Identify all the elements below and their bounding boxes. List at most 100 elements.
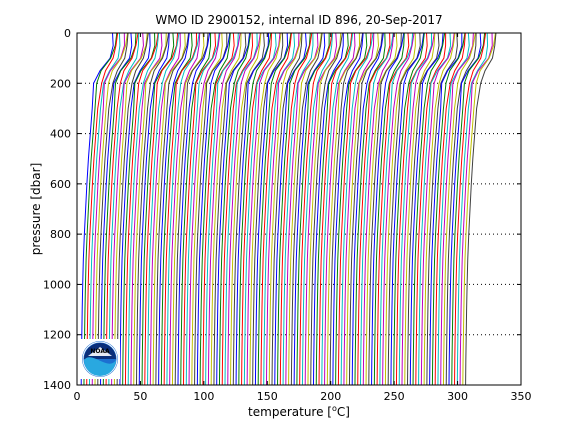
y-tick-label: 1200 [43, 329, 71, 342]
profile-line [122, 33, 156, 385]
profile-line [102, 33, 137, 385]
profile-line [448, 33, 482, 385]
y-tick-label: 400 [50, 128, 71, 141]
profile-line [205, 33, 239, 385]
profile-line [224, 33, 258, 385]
profile-line [194, 33, 228, 385]
profile-line [88, 33, 121, 385]
profile-line [351, 33, 384, 385]
profile-line [368, 33, 402, 385]
profile-line [113, 33, 148, 385]
profile-line [271, 33, 303, 385]
profile-line [216, 33, 251, 385]
profile-line [418, 33, 452, 385]
profile-line [296, 33, 330, 385]
profile-line [241, 33, 272, 385]
profile-line [277, 33, 311, 385]
profile-line [362, 33, 395, 385]
x-tick-label: 350 [511, 390, 532, 403]
x-tick-label: 300 [447, 390, 468, 403]
profile-line [265, 33, 300, 385]
profile-line [465, 33, 497, 385]
profile-line [440, 33, 474, 385]
profile-line [230, 33, 262, 385]
x-tick-label: 0 [74, 390, 81, 403]
profile-line [218, 33, 252, 385]
x-tick-label: 200 [320, 390, 341, 403]
profile-line [136, 33, 170, 385]
profile-line [409, 33, 444, 385]
profile-line [257, 33, 292, 385]
profile-line [180, 33, 212, 385]
profile-line [304, 33, 338, 385]
profile-line [371, 33, 405, 385]
profile-line [299, 33, 333, 385]
x-axis-ticks: 0 50 100 150 200 250 300 350 [74, 33, 532, 403]
profile-line [451, 33, 486, 385]
profile-line [138, 33, 170, 385]
profile-line [268, 33, 302, 385]
profile-line [91, 33, 125, 385]
profile-line [318, 33, 353, 385]
profile-line [285, 33, 319, 385]
profile-line [390, 33, 425, 385]
profile-line [321, 33, 354, 385]
profile-line [459, 33, 493, 385]
profile-line [412, 33, 446, 385]
y-axis-ticks: 0 200 400 600 800 1000 1200 1400 [43, 27, 521, 392]
noaa-logo: NOAA [80, 339, 120, 379]
chart-title: WMO ID 2900152, internal ID 896, 20-Sep-… [155, 13, 442, 27]
x-tick-label: 100 [193, 390, 214, 403]
profile-line [174, 33, 209, 385]
profile-line [246, 33, 281, 385]
profile-line [144, 33, 179, 385]
profile-line [83, 33, 118, 385]
profile-line [147, 33, 180, 385]
profile-line [282, 33, 314, 385]
profile-line [434, 33, 466, 385]
profile-line [263, 33, 296, 385]
profile-line [454, 33, 487, 385]
profile-line [360, 33, 394, 385]
profile-line [119, 33, 151, 385]
profile-line [456, 33, 489, 385]
profile-line [429, 33, 463, 385]
profile-line [80, 33, 114, 385]
profile-line [97, 33, 129, 385]
profile-line [404, 33, 436, 385]
profile-line [462, 33, 496, 385]
profile-line [442, 33, 476, 385]
profile-line [133, 33, 167, 385]
profile-line [185, 33, 220, 385]
y-tick-label: 0 [64, 27, 71, 40]
profile-line [238, 33, 272, 385]
profile-line [376, 33, 410, 385]
profile-line [111, 33, 144, 385]
profile-line [343, 33, 375, 385]
profile-series [80, 33, 497, 385]
profile-line [105, 33, 139, 385]
profile-line [155, 33, 190, 385]
profile-line [171, 33, 205, 385]
profile-line [393, 33, 425, 385]
profile-line [260, 33, 292, 385]
profile-line [423, 33, 456, 385]
profile-line [169, 33, 201, 385]
profile-line [326, 33, 361, 385]
profile-line [158, 33, 190, 385]
profile-line [130, 33, 163, 385]
profile-line [335, 33, 368, 385]
y-axis-label: pressure [dbar] [29, 163, 43, 256]
profile-line [437, 33, 470, 385]
profile-line [387, 33, 421, 385]
profile-line [235, 33, 270, 385]
profile-line [357, 33, 391, 385]
profile-line [293, 33, 326, 385]
profile-line [398, 33, 433, 385]
axes-frame [76, 32, 522, 386]
profile-line [149, 33, 181, 385]
profile-line [373, 33, 405, 385]
profile-line [127, 33, 160, 385]
profile-line [191, 33, 223, 385]
profile-line [348, 33, 383, 385]
